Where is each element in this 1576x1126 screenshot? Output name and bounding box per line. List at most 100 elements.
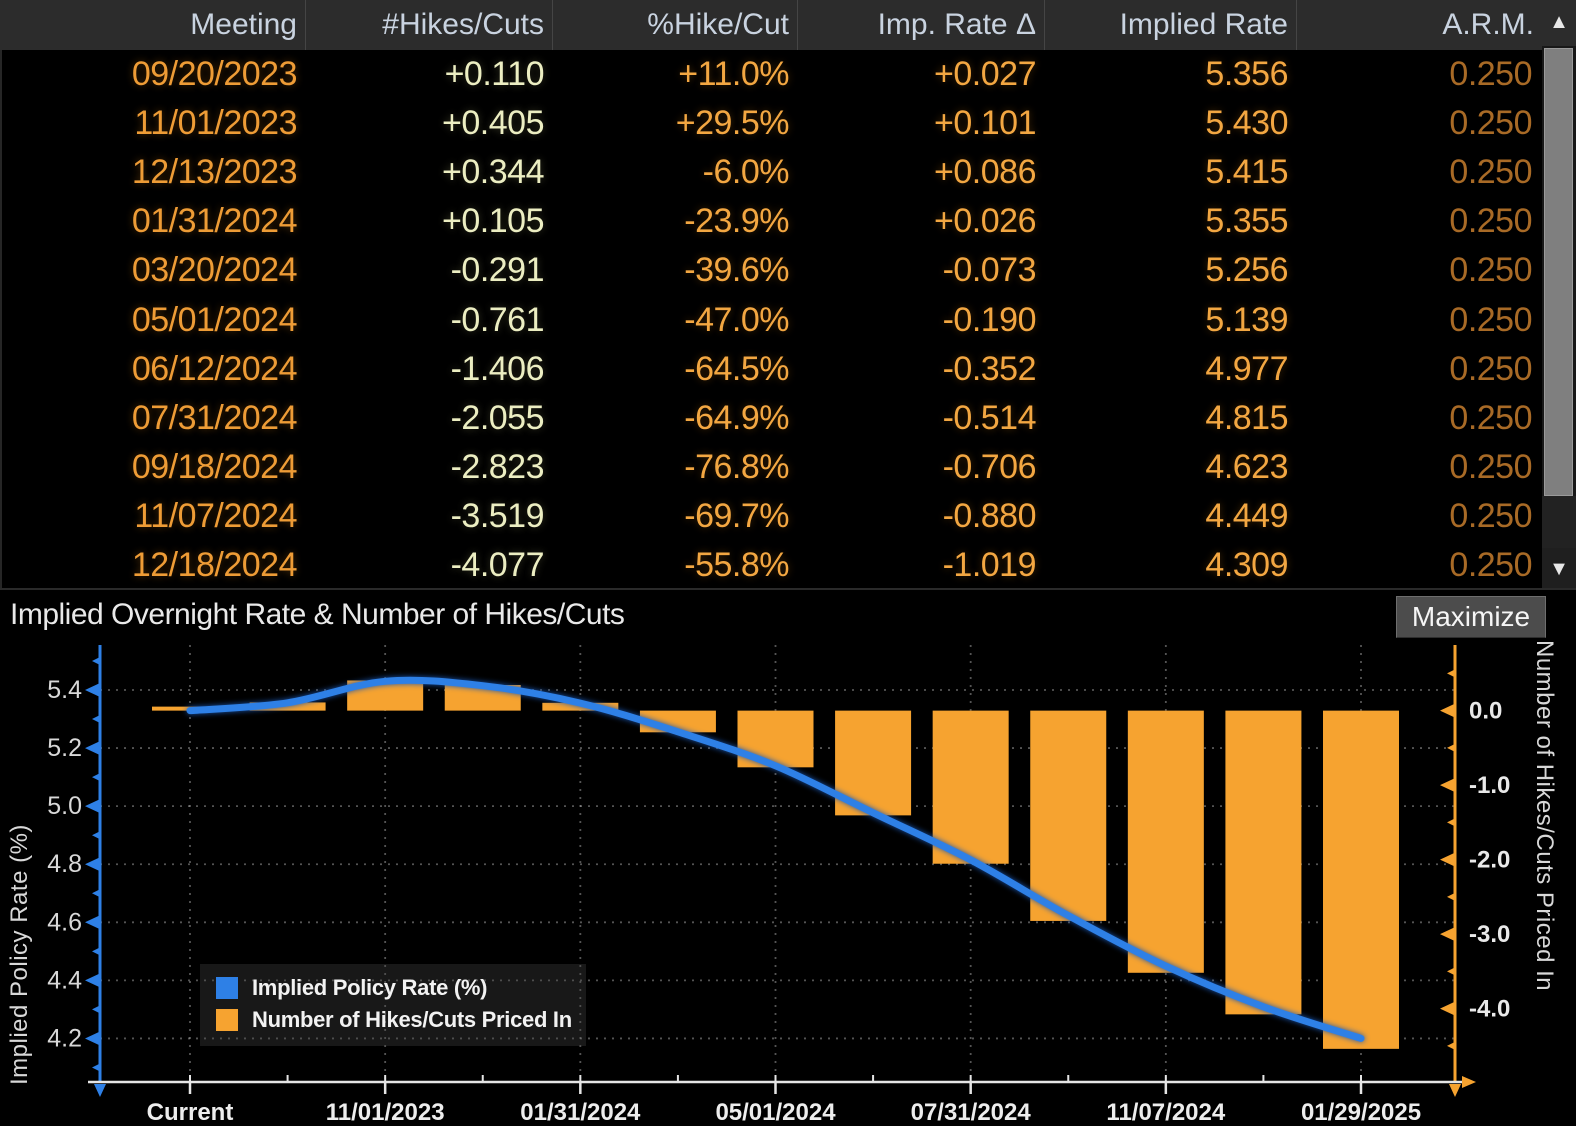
cell-implied_rate: 4.449: [1205, 496, 1288, 535]
svg-text:4.4: 4.4: [47, 966, 82, 994]
cell-hikes_cuts: +0.110: [444, 55, 545, 94]
left-axis-title: Implied Policy Rate (%): [6, 824, 33, 1085]
cell-implied_rate: 4.309: [1205, 545, 1288, 584]
svg-text:-4.0: -4.0: [1469, 996, 1510, 1023]
table-scrollbar[interactable]: ▲ ▼: [1542, 0, 1576, 590]
column-header-implied-rate[interactable]: Implied Rate: [1044, 0, 1296, 50]
svg-text:4.6: 4.6: [47, 908, 82, 936]
cell-implied_rate: 5.355: [1205, 202, 1288, 241]
cell-hikes_cuts: -2.823: [450, 447, 545, 486]
cell-imp_rate_delta: +0.026: [934, 202, 1036, 241]
section-divider: [0, 588, 1576, 590]
hikes-cuts-bar: [1030, 710, 1107, 921]
cell-arm: 0.250: [1449, 398, 1532, 437]
cell-hikes_cuts: -3.519: [450, 496, 545, 535]
svg-text:5.2: 5.2: [47, 734, 82, 762]
cell-implied_rate: 5.356: [1205, 55, 1288, 94]
table-row[interactable]: 12/18/2024 -4.077 -55.8% -1.019 4.309 0.250: [2, 541, 1542, 590]
chart-title: Implied Overnight Rate & Number of Hikes…: [10, 598, 625, 631]
chart-header-bar: Implied Overnight Rate & Number of Hikes…: [0, 590, 1576, 640]
right-axis-title: Number of Hikes/Cuts Priced In: [1531, 640, 1558, 992]
table-row[interactable]: 12/13/2023 +0.344 -6.0% +0.086 5.415 0.250: [2, 148, 1542, 197]
cell-arm: 0.250: [1449, 153, 1532, 192]
table-row[interactable]: 07/31/2024 -2.055 -64.9% -0.514 4.815 0.250: [2, 394, 1542, 443]
x-axis-label: 01/31/2024: [520, 1099, 641, 1126]
cell-meeting: 01/31/2024: [131, 202, 298, 241]
cell-hikes_cuts: -2.055: [450, 398, 545, 437]
cell-imp_rate_delta: -0.190: [942, 300, 1037, 339]
cell-pct_hike_cut: -47.0%: [684, 300, 789, 339]
cell-imp_rate_delta: +0.027: [934, 55, 1036, 94]
scroll-down-arrow-icon[interactable]: ▼: [1542, 548, 1576, 590]
hikes-cuts-bar: [932, 710, 1009, 864]
cell-imp_rate_delta: +0.086: [934, 153, 1036, 192]
cell-meeting: 05/01/2024: [131, 300, 298, 339]
cell-implied_rate: 5.415: [1205, 153, 1288, 192]
cell-pct_hike_cut: -64.9%: [684, 398, 789, 437]
cell-meeting: 12/13/2023: [131, 153, 298, 192]
cell-arm: 0.250: [1449, 55, 1532, 94]
svg-text:5.4: 5.4: [47, 676, 82, 704]
rate-chart: 5.4 5.2 5.0 4.8 4.6 4.4 4.2 0.0 -1.0 -2.0 -3.0 -4.0…: [0, 640, 1576, 1126]
cell-implied_rate: 4.815: [1205, 398, 1288, 437]
legend-label: Number of Hikes/Cuts Priced In: [252, 1007, 572, 1032]
table-row[interactable]: 05/01/2024 -0.761 -47.0% -0.190 5.139 0.250: [2, 295, 1542, 344]
cell-pct_hike_cut: -76.8%: [684, 447, 789, 486]
hikes-cuts-bar: [1323, 710, 1399, 1049]
scroll-up-arrow-icon[interactable]: ▲: [1542, 0, 1576, 46]
cell-pct_hike_cut: -69.7%: [684, 496, 789, 535]
table-row[interactable]: 11/07/2024 -3.519 -69.7% -0.880 4.449 0.250: [2, 492, 1542, 541]
column-header-meeting[interactable]: Meeting: [190, 8, 297, 41]
x-axis-label: 07/31/2024: [911, 1099, 1032, 1126]
cell-pct_hike_cut: -6.0%: [702, 153, 790, 192]
cell-arm: 0.250: [1449, 496, 1532, 535]
cell-pct_hike_cut: -23.9%: [684, 202, 789, 241]
scrollbar-track[interactable]: [1542, 496, 1576, 548]
table-body: 09/20/2023 +0.110 +11.0% +0.027 5.356 0.250 11…: [0, 50, 1542, 590]
cell-meeting: 11/01/2023: [134, 104, 297, 143]
table-row[interactable]: 06/12/2024 -1.406 -64.5% -0.352 4.977 0.250: [2, 345, 1542, 394]
table-row[interactable]: 09/18/2024 -2.823 -76.8% -0.706 4.623 0.250: [2, 443, 1542, 492]
column-header-imp-rate-delta[interactable]: Imp. Rate Δ: [797, 0, 1044, 50]
column-header-arm[interactable]: A.R.M.: [1296, 0, 1542, 50]
cell-hikes_cuts: -4.077: [450, 545, 545, 584]
column-header-hikes-cuts[interactable]: #Hikes/Cuts: [305, 0, 552, 50]
cell-arm: 0.250: [1449, 202, 1532, 241]
table-row[interactable]: 11/01/2023 +0.405 +29.5% +0.101 5.430 0.250: [2, 99, 1542, 148]
table-row[interactable]: 03/20/2024 -0.291 -39.6% -0.073 5.256 0.250: [2, 246, 1542, 295]
x-axis-label: 01/29/2025: [1301, 1099, 1421, 1126]
cell-meeting: 09/18/2024: [131, 447, 298, 486]
cell-hikes_cuts: +0.344: [442, 153, 544, 192]
column-header-pct-hike-cut[interactable]: %Hike/Cut: [552, 0, 797, 50]
cell-hikes_cuts: +0.405: [442, 104, 544, 143]
cell-implied_rate: 5.256: [1205, 251, 1288, 290]
cell-pct_hike_cut: +11.0%: [678, 55, 789, 94]
cell-imp_rate_delta: +0.101: [934, 104, 1036, 143]
cell-implied_rate: 4.623: [1205, 447, 1288, 486]
cell-imp_rate_delta: -0.880: [942, 496, 1037, 535]
svg-text:4.8: 4.8: [47, 850, 82, 878]
hikes-cuts-bar: [1127, 710, 1204, 973]
maximize-button[interactable]: Maximize: [1396, 596, 1546, 638]
x-axis-label: 05/01/2024: [715, 1099, 836, 1126]
table-row[interactable]: 09/20/2023 +0.110 +11.0% +0.027 5.356 0.250: [2, 50, 1542, 99]
meetings-rate-table: Meeting #Hikes/Cuts %Hike/Cut Imp. Rate …: [0, 0, 1542, 590]
cell-arm: 0.250: [1449, 349, 1532, 388]
svg-text:-2.0: -2.0: [1469, 847, 1510, 874]
cell-meeting: 09/20/2023: [131, 55, 298, 94]
cell-arm: 0.250: [1449, 104, 1532, 143]
x-axis-label: 11/07/2024: [1106, 1099, 1225, 1126]
legend-item-policy-rate: Implied Policy Rate (%): [216, 972, 586, 1004]
cell-implied_rate: 5.139: [1205, 300, 1288, 339]
blue-line-swatch-icon: [216, 977, 238, 999]
x-axis-label: Current: [147, 1099, 234, 1126]
chart-canvas: 5.4 5.2 5.0 4.8 4.6 4.4 4.2 0.0 -1.0 -2.0 -3.0 -4.0…: [47, 645, 1510, 1126]
svg-text:-1.0: -1.0: [1469, 772, 1510, 799]
policy-rate-line: [186, 676, 1365, 1042]
cell-meeting: 06/12/2024: [131, 349, 298, 388]
scrollbar-thumb[interactable]: [1544, 48, 1573, 496]
table-row[interactable]: 01/31/2024 +0.105 -23.9% +0.026 5.355 0.250: [2, 197, 1542, 246]
cell-imp_rate_delta: -0.706: [942, 447, 1037, 486]
cell-hikes_cuts: -0.291: [450, 251, 545, 290]
